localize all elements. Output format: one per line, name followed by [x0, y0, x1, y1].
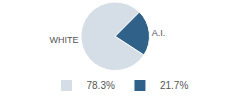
svg-text:78.3%: 78.3% — [87, 80, 115, 91]
svg-text:WHITE: WHITE — [50, 35, 79, 45]
svg-text:A.I.: A.I. — [152, 28, 166, 38]
svg-text:21.7%: 21.7% — [160, 80, 188, 91]
